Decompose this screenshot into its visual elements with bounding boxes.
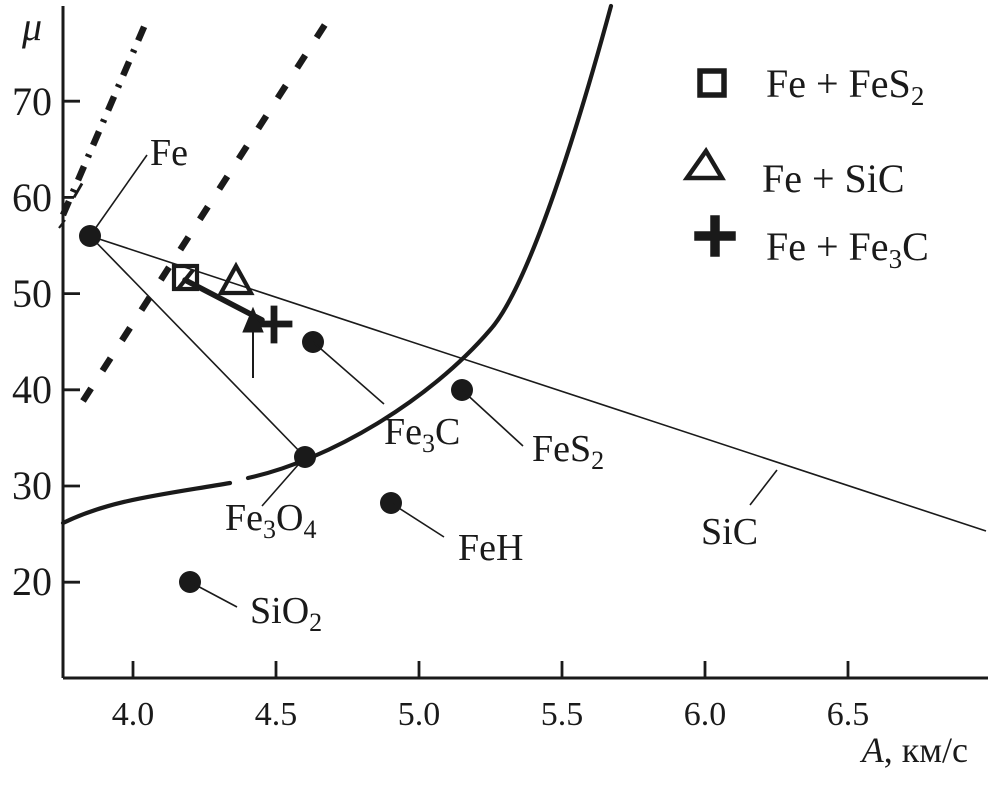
svg-text:SiC: SiC — [701, 511, 758, 553]
svg-text:70: 70 — [12, 79, 52, 124]
svg-text:40: 40 — [12, 367, 52, 412]
svg-text:6.5: 6.5 — [827, 696, 870, 733]
svg-text:6.0: 6.0 — [684, 696, 727, 733]
svg-text:4.0: 4.0 — [112, 696, 155, 733]
svg-text:50: 50 — [12, 271, 52, 316]
svg-text:5.0: 5.0 — [398, 696, 441, 733]
svg-text:20: 20 — [12, 559, 52, 604]
svg-text:A, км/с: A, км/с — [860, 730, 968, 770]
svg-text:μ: μ — [21, 4, 42, 49]
svg-text:60: 60 — [12, 175, 52, 220]
svg-text:4.5: 4.5 — [255, 696, 298, 733]
svg-text:Fe + Fe3C: Fe + Fe3C — [766, 224, 929, 274]
svg-text:Fe: Fe — [150, 132, 188, 174]
svg-text:FeH: FeH — [458, 527, 523, 569]
svg-text:Fe + SiC: Fe + SiC — [762, 156, 905, 201]
svg-text:5.5: 5.5 — [541, 696, 584, 733]
svg-text:Fe + FeS2: Fe + FeS2 — [766, 61, 924, 111]
svg-text:30: 30 — [12, 463, 52, 508]
